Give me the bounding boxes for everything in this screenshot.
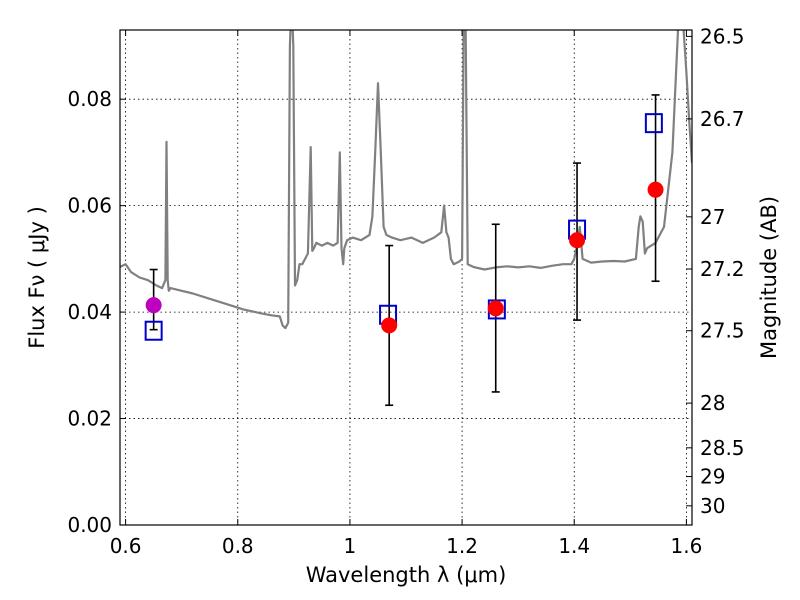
spectrum-line: [120, 30, 692, 330]
x-tick-label: 0.6: [110, 534, 142, 558]
y-axis-label: Flux Fν ( μJy ): [25, 206, 49, 349]
right-axis-label: Magnitude (AB): [757, 196, 781, 359]
tick-layer: 0.6 0.8 1 1.2 1.4 1.6 0.00 0.02 0.04 0.06 0.08 26.5…: [67, 24, 744, 558]
right-tick-label: 26.7: [700, 107, 745, 131]
flux-point: [647, 181, 664, 198]
flux-point: [381, 317, 398, 334]
right-tick-label: 27: [700, 205, 725, 229]
y-tick-label: 0.00: [67, 513, 112, 537]
plot-frame: [119, 29, 693, 526]
grid: [120, 30, 692, 525]
right-tick-label: 27.2: [700, 257, 745, 281]
right-tick-label: 28: [700, 391, 725, 415]
marker-layer: [144, 94, 664, 407]
x-tick-label: 1.4: [558, 534, 590, 558]
model-square-point: [144, 320, 163, 341]
x-tick-label: 1.2: [446, 534, 478, 558]
spectrum-layer: [120, 30, 692, 330]
x-tick-label: 1: [344, 534, 357, 558]
right-tick-label: 27.5: [700, 319, 745, 343]
flux-point: [569, 232, 586, 249]
model-square-point: [644, 113, 663, 134]
right-tick-label: 28.5: [700, 436, 745, 460]
x-axis-label: Wavelength λ (μm): [306, 563, 507, 587]
y-tick-label: 0.08: [67, 87, 112, 111]
y-tick-label: 0.02: [67, 407, 112, 431]
right-tick-label: 30: [700, 494, 725, 518]
y-tick-label: 0.04: [67, 300, 112, 324]
flux-point: [487, 300, 504, 317]
x-tick-label: 1.6: [670, 534, 702, 558]
x-tick-label: 0.8: [222, 534, 254, 558]
flux-point: [145, 297, 162, 314]
right-tick-label: 26.5: [700, 24, 745, 48]
y-tick-label: 0.06: [67, 194, 112, 218]
right-tick-label: 29: [700, 465, 725, 489]
